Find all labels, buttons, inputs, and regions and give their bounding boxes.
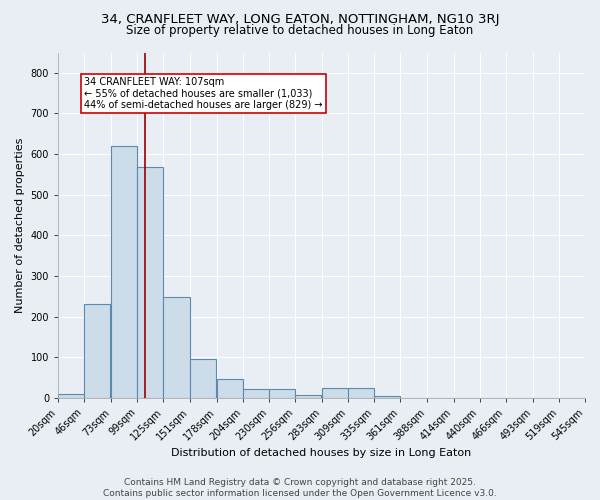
Bar: [322, 388, 348, 398]
Text: 34 CRANFLEET WAY: 107sqm
← 55% of detached houses are smaller (1,033)
44% of sem: 34 CRANFLEET WAY: 107sqm ← 55% of detach…: [84, 77, 323, 110]
Bar: [217, 379, 243, 398]
X-axis label: Distribution of detached houses by size in Long Eaton: Distribution of detached houses by size …: [172, 448, 472, 458]
Bar: [348, 388, 374, 398]
Bar: [190, 358, 215, 398]
Text: Size of property relative to detached houses in Long Eaton: Size of property relative to detached ho…: [127, 24, 473, 37]
Bar: [243, 389, 269, 398]
Bar: [163, 297, 190, 398]
Y-axis label: Number of detached properties: Number of detached properties: [15, 138, 25, 313]
Bar: [269, 389, 295, 398]
Bar: [295, 395, 321, 398]
Bar: [84, 304, 110, 398]
Bar: [111, 146, 137, 398]
Bar: [374, 396, 400, 398]
Bar: [137, 166, 163, 398]
Text: 34, CRANFLEET WAY, LONG EATON, NOTTINGHAM, NG10 3RJ: 34, CRANFLEET WAY, LONG EATON, NOTTINGHA…: [101, 12, 499, 26]
Text: Contains HM Land Registry data © Crown copyright and database right 2025.
Contai: Contains HM Land Registry data © Crown c…: [103, 478, 497, 498]
Bar: [58, 394, 84, 398]
